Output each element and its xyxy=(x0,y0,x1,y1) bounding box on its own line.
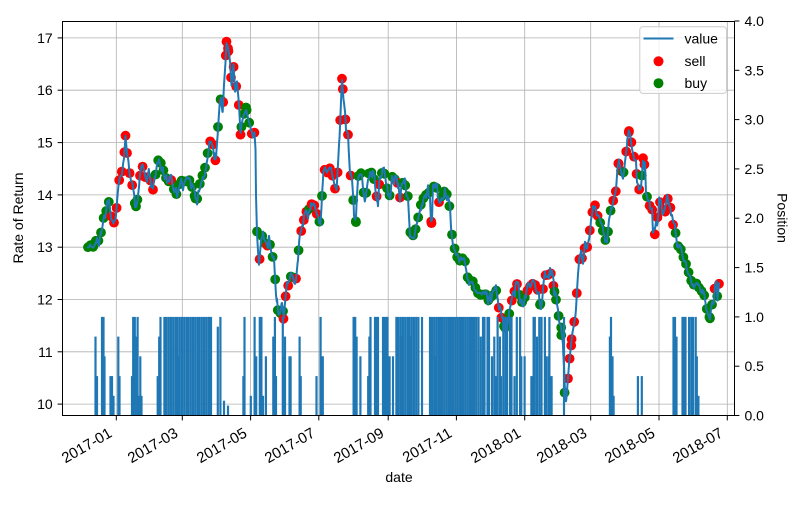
svg-text:sell: sell xyxy=(685,53,706,69)
svg-text:0.5: 0.5 xyxy=(745,358,765,374)
svg-text:17: 17 xyxy=(37,30,53,46)
svg-text:13: 13 xyxy=(37,239,53,255)
svg-text:1.5: 1.5 xyxy=(745,260,765,276)
svg-text:1.0: 1.0 xyxy=(745,309,765,325)
svg-text:15: 15 xyxy=(37,135,53,151)
svg-text:Position: Position xyxy=(775,193,791,243)
svg-text:0.0: 0.0 xyxy=(745,408,765,424)
svg-text:16: 16 xyxy=(37,82,53,98)
svg-text:buy: buy xyxy=(685,75,708,91)
svg-text:Rate of Return: Rate of Return xyxy=(10,172,26,263)
svg-text:2.5: 2.5 xyxy=(745,161,765,177)
svg-text:3.0: 3.0 xyxy=(745,112,765,128)
svg-text:value: value xyxy=(685,31,719,47)
svg-text:10: 10 xyxy=(37,396,53,412)
svg-text:11: 11 xyxy=(38,344,53,360)
svg-text:4.0: 4.0 xyxy=(745,13,765,29)
svg-text:2.0: 2.0 xyxy=(745,210,765,226)
svg-text:12: 12 xyxy=(37,292,53,308)
svg-text:date: date xyxy=(385,469,412,485)
svg-text:3.5: 3.5 xyxy=(745,62,765,78)
svg-text:14: 14 xyxy=(37,187,53,203)
